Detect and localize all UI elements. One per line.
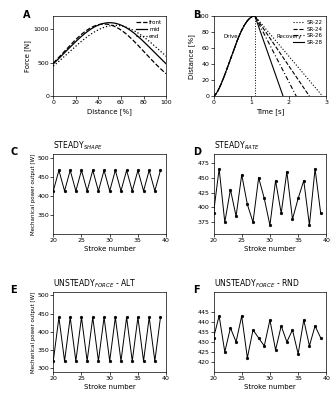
SR-28 [280, 92, 284, 96]
mid [164, 62, 168, 66]
SR-28 [250, 14, 254, 19]
Legend: SR-22, SR-24, SR-26, SR-28: SR-22, SR-24, SR-26, SR-28 [292, 19, 324, 46]
SR-26 [290, 86, 294, 91]
SR-28 [278, 86, 282, 91]
Text: UNSTEADY$_{FORCE}$ - RND: UNSTEADY$_{FORCE}$ - RND [213, 277, 299, 290]
SR-24 [253, 14, 257, 18]
end [106, 24, 110, 29]
Text: D: D [193, 148, 201, 158]
front [162, 69, 166, 74]
X-axis label: Stroke number: Stroke number [244, 246, 296, 252]
Y-axis label: Force [N]: Force [N] [24, 40, 31, 72]
SR-24 [211, 94, 215, 98]
Line: mid: mid [53, 23, 166, 64]
SR-24 [302, 86, 306, 91]
SR-28 [211, 94, 215, 98]
Text: E: E [10, 286, 17, 296]
Line: front: front [53, 24, 166, 74]
X-axis label: Distance [%]: Distance [%] [87, 108, 132, 115]
end [164, 54, 168, 59]
front [164, 71, 168, 76]
SR-26 [245, 19, 249, 24]
front [102, 22, 106, 26]
mid [162, 59, 166, 64]
X-axis label: Time [s]: Time [s] [256, 108, 284, 115]
Y-axis label: Mechanical power output [W]: Mechanical power output [W] [31, 291, 36, 372]
Y-axis label: Mechanical power output [W]: Mechanical power output [W] [31, 153, 36, 235]
Line: end: end [53, 25, 166, 66]
Line: SR-24: SR-24 [213, 16, 309, 96]
Y-axis label: Distance [%]: Distance [%] [188, 34, 195, 78]
SR-26 [294, 94, 298, 98]
SR-22 [211, 94, 215, 98]
mid [144, 42, 148, 46]
end [113, 23, 117, 28]
mid [119, 22, 123, 27]
Text: B: B [193, 10, 200, 20]
SR-24 [231, 50, 235, 55]
front [119, 28, 123, 32]
SR-28 [253, 14, 257, 18]
SR-22 [245, 19, 249, 24]
mid [108, 20, 112, 25]
Text: A: A [23, 10, 30, 20]
X-axis label: Stroke number: Stroke number [84, 384, 136, 390]
SR-22 [250, 14, 254, 19]
SR-26 [255, 17, 259, 22]
SR-24 [250, 14, 254, 19]
SR-24 [255, 17, 259, 22]
end [105, 24, 109, 29]
SR-22 [256, 17, 260, 22]
SR-28 [254, 17, 258, 22]
SR-28 [231, 50, 235, 55]
SR-22 [321, 94, 325, 98]
Text: STEADY$_{RATE}$: STEADY$_{RATE}$ [213, 140, 260, 152]
Text: UNSTEADY$_{FORCE}$ - ALT: UNSTEADY$_{FORCE}$ - ALT [53, 277, 137, 290]
SR-24 [245, 19, 249, 24]
end [144, 36, 148, 41]
front [144, 52, 148, 56]
SR-26 [211, 94, 215, 98]
SR-22 [253, 14, 257, 18]
Text: STEADY$_{SHAPE}$: STEADY$_{SHAPE}$ [53, 140, 103, 152]
Line: SR-26: SR-26 [213, 16, 296, 96]
SR-24 [307, 94, 311, 98]
Line: SR-22: SR-22 [213, 16, 323, 96]
front [106, 22, 110, 27]
SR-24 [306, 92, 310, 96]
SR-26 [250, 14, 254, 19]
Line: SR-28: SR-28 [213, 16, 283, 96]
SR-26 [293, 92, 297, 96]
front [51, 61, 55, 66]
X-axis label: Stroke number: Stroke number [244, 384, 296, 390]
mid [51, 62, 55, 66]
front [113, 24, 117, 29]
front [105, 22, 109, 27]
Text: C: C [10, 148, 18, 158]
end [119, 24, 123, 28]
mid [106, 20, 110, 25]
Text: Recovery: Recovery [276, 34, 301, 39]
SR-22 [314, 86, 318, 91]
SR-28 [245, 19, 249, 24]
SR-28 [281, 94, 285, 98]
SR-26 [253, 14, 257, 18]
mid [113, 21, 117, 26]
SR-22 [231, 50, 235, 55]
Text: Drive: Drive [223, 34, 238, 39]
SR-22 [319, 92, 323, 96]
end [162, 52, 166, 56]
Legend: front, mid, end: front, mid, end [135, 19, 164, 40]
end [112, 23, 116, 28]
mid [105, 20, 109, 25]
SR-26 [231, 50, 235, 55]
Text: F: F [193, 286, 200, 296]
end [51, 64, 55, 68]
X-axis label: Stroke number: Stroke number [84, 246, 136, 252]
